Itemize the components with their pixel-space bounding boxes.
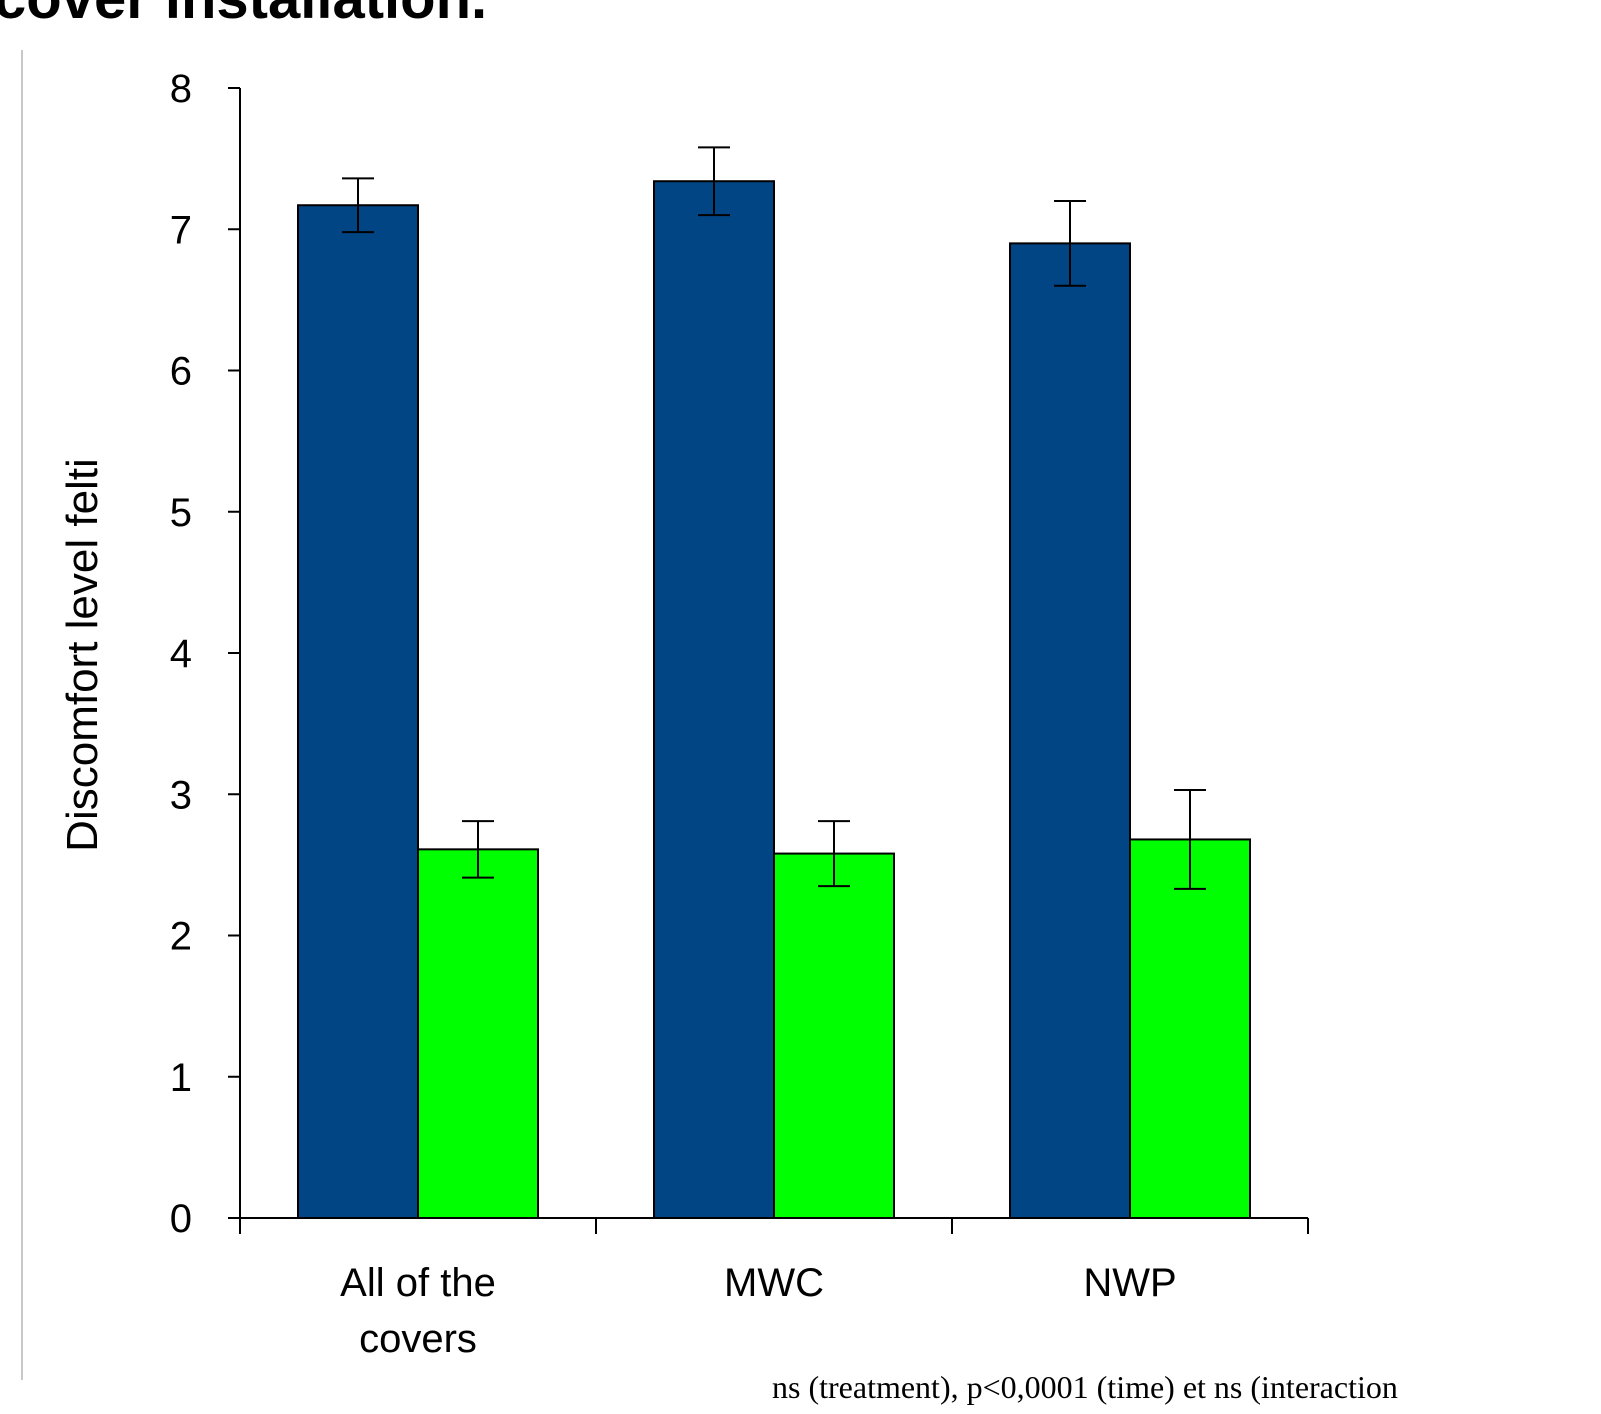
bar [417, 848, 539, 1220]
y-axis-label: Discomfort level felti [58, 458, 107, 852]
y-tick-label: 4 [170, 632, 192, 676]
category-label: All of the covers [340, 1261, 496, 1361]
bar [773, 852, 895, 1219]
y-tick-label: 0 [170, 1197, 192, 1241]
bar [653, 180, 775, 1220]
chart-title: cover installation. [0, 0, 487, 31]
category-label-line: covers [359, 1317, 477, 1361]
category-labels: All of the covers MWC NWP [340, 1261, 1176, 1361]
y-tick-label: 2 [170, 915, 192, 959]
bar [1009, 242, 1131, 1219]
y-axis: 0 1 2 3 4 5 6 7 8 [170, 67, 241, 1241]
error-bars [342, 146, 1206, 890]
category-label: MWC [724, 1261, 824, 1305]
y-tick-label: 7 [170, 208, 192, 252]
bars [297, 180, 1251, 1220]
y-tick-label: 8 [170, 67, 192, 111]
category-label: NWP [1083, 1261, 1176, 1305]
y-tick-label: 1 [170, 1056, 192, 1100]
category-label-line: NWP [1083, 1261, 1176, 1305]
category-label-line: All of the [340, 1261, 496, 1305]
y-tick-label: 6 [170, 350, 192, 394]
bar [297, 204, 419, 1220]
statistics-note: ns (treatment), p<0,0001 (time) et ns (i… [772, 1369, 1398, 1405]
bar [1129, 838, 1251, 1219]
y-tick-label: 5 [170, 491, 192, 535]
x-axis [239, 1217, 1309, 1234]
y-tick-label: 3 [170, 773, 192, 817]
category-label-line: MWC [724, 1261, 824, 1305]
